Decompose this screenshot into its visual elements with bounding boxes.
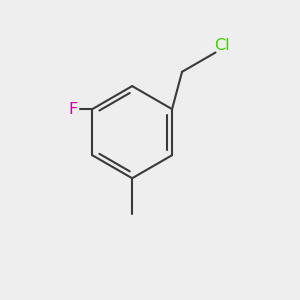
- Text: Cl: Cl: [214, 38, 229, 52]
- Text: F: F: [68, 102, 78, 117]
